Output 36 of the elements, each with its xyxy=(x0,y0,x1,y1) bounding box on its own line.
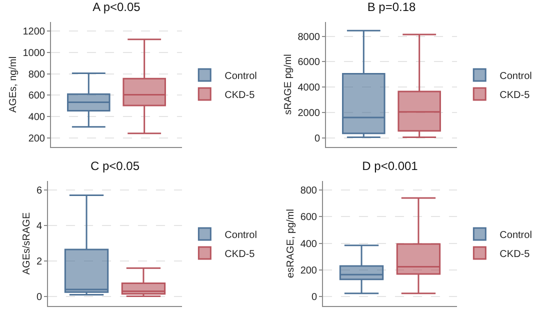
y-tick-label: 0 xyxy=(311,292,318,304)
y-axis-title: esRAGE, pg/ml xyxy=(285,209,296,278)
y-tick-label: 0 xyxy=(36,292,42,304)
y-tick-label: 600 xyxy=(28,90,46,102)
chart-title: C p<0.05 xyxy=(90,158,140,173)
y-tick-label: 4 xyxy=(36,220,42,232)
chart-title: B p=0.18 xyxy=(367,0,416,14)
y-tick-label: 800 xyxy=(300,186,318,197)
legend-label: CKD-5 xyxy=(224,90,256,101)
legend-label: Control xyxy=(224,70,257,82)
y-tick-label: 6000 xyxy=(298,57,320,68)
legend-label: Control xyxy=(500,230,532,241)
y-tick-label: 0 xyxy=(314,133,320,144)
y-tick-label: 400 xyxy=(28,112,46,124)
chart-title: A p<0.05 xyxy=(92,0,141,14)
chart-title: D p<0.001 xyxy=(362,158,418,173)
y-tick-label: 2 xyxy=(36,256,42,268)
y-tick-label: 8000 xyxy=(298,32,320,43)
legend-label: CKD-5 xyxy=(224,248,256,260)
y-axis-title: sRAGE pg/ml xyxy=(282,54,294,115)
legend-label: Control xyxy=(500,70,532,82)
legend-label: CKD-5 xyxy=(500,248,530,260)
legend-label: CKD-5 xyxy=(500,90,530,101)
y-tick-label: 4000 xyxy=(298,82,320,94)
y-tick-label: 1000 xyxy=(22,48,46,59)
y-tick-label: 6 xyxy=(36,185,42,196)
y-tick-label: 200 xyxy=(28,134,46,145)
y-tick-label: 200 xyxy=(300,266,318,277)
y-tick-label: 2000 xyxy=(298,108,320,119)
y-tick-label: 400 xyxy=(300,238,318,250)
y-tick-label: 1200 xyxy=(22,26,46,38)
y-axis-title: AGEs, ng/ml xyxy=(8,56,19,113)
y-tick-label: 600 xyxy=(300,212,318,224)
y-tick-label: 800 xyxy=(28,69,46,80)
legend-label: Control xyxy=(224,230,257,241)
y-axis-title: AGEs/sRAGE xyxy=(21,212,32,275)
